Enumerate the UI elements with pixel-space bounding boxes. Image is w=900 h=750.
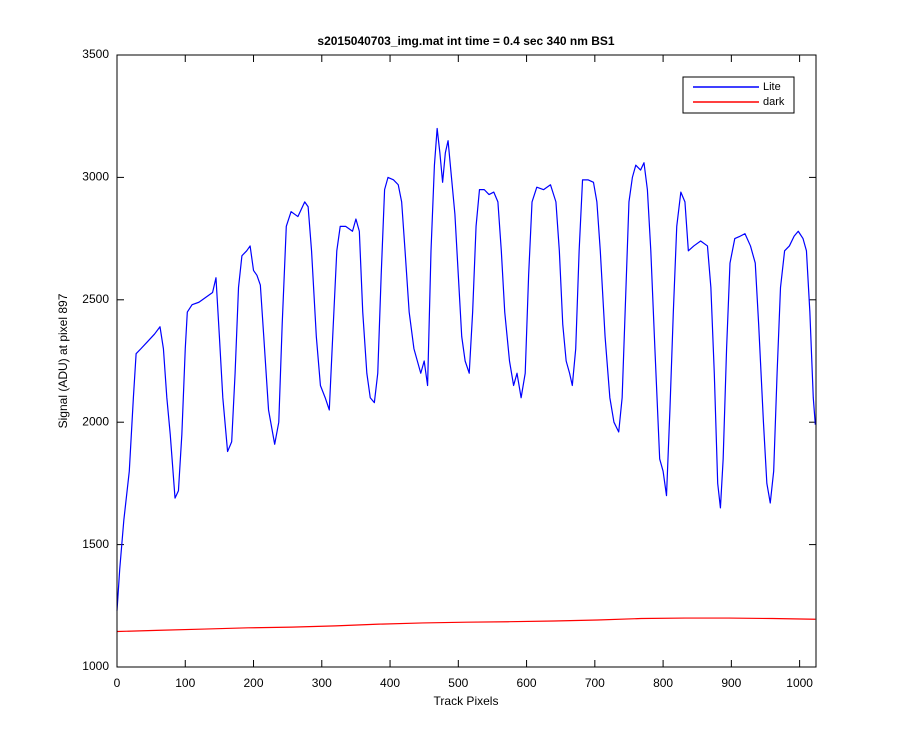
data-line xyxy=(116,127,816,611)
data-line xyxy=(116,617,816,633)
x-tick-label: 200 xyxy=(244,676,264,690)
plot-frame xyxy=(116,54,817,668)
x-tick-label: 700 xyxy=(585,676,605,690)
y-tick-label: 1000 xyxy=(82,659,109,673)
y-tick-label: 3000 xyxy=(82,170,109,184)
x-tick-label: 400 xyxy=(380,676,400,690)
x-tick-label: 600 xyxy=(517,676,537,690)
y-axis-label: Signal (ADU) at pixel 897 xyxy=(56,293,70,428)
y-tick-label: 2000 xyxy=(82,414,109,428)
x-tick-label: 900 xyxy=(721,676,741,690)
x-tick-label: 1000 xyxy=(786,676,813,690)
x-tick-label: 500 xyxy=(448,676,468,690)
x-tick-label: 0 xyxy=(114,676,121,690)
x-tick-label: 100 xyxy=(175,676,195,690)
y-tick-label: 2500 xyxy=(82,292,109,306)
legend-label: dark xyxy=(763,96,785,108)
chart-title: s2015040703_img.mat int time = 0.4 sec 3… xyxy=(317,34,615,48)
y-tick-label: 1500 xyxy=(82,537,109,551)
x-axis-label: Track Pixels xyxy=(434,694,499,708)
legend-label: Lite xyxy=(763,81,781,93)
y-tick-label: 3500 xyxy=(82,47,109,61)
x-tick-label: 800 xyxy=(653,676,673,690)
legend-box xyxy=(682,76,795,114)
x-tick-label: 300 xyxy=(312,676,332,690)
